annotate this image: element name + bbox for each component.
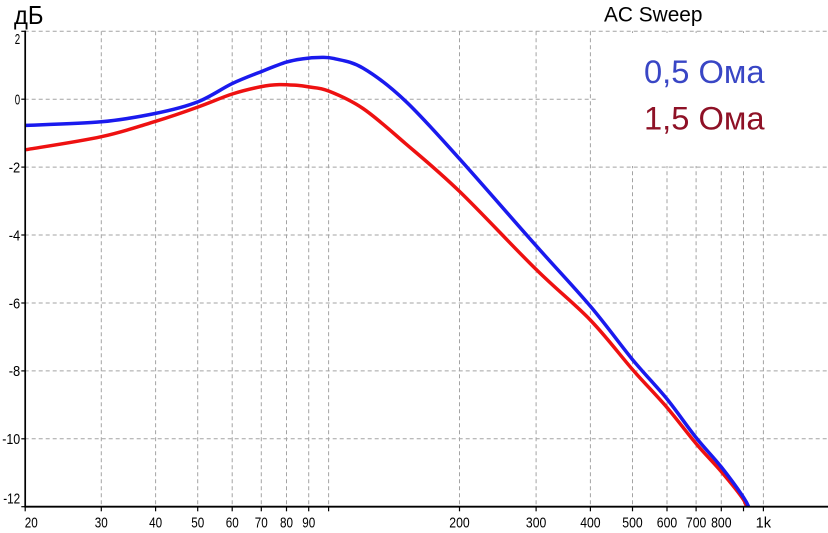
svg-text:1k: 1k bbox=[756, 515, 772, 532]
svg-text:200: 200 bbox=[449, 515, 469, 532]
svg-text:70: 70 bbox=[255, 515, 268, 532]
svg-text:700: 700 bbox=[686, 515, 706, 532]
svg-text:300: 300 bbox=[526, 515, 546, 532]
svg-text:-6: -6 bbox=[9, 295, 21, 312]
svg-text:400: 400 bbox=[580, 515, 600, 532]
svg-text:800: 800 bbox=[711, 515, 731, 532]
svg-text:1,5 Ома: 1,5 Ома bbox=[644, 100, 765, 136]
svg-text:20: 20 bbox=[25, 515, 38, 532]
svg-text:600: 600 bbox=[657, 515, 677, 532]
svg-text:0,5 Ома: 0,5 Ома bbox=[644, 54, 765, 90]
svg-text:-10: -10 bbox=[2, 431, 20, 448]
svg-text:-4: -4 bbox=[9, 227, 21, 244]
svg-text:80: 80 bbox=[280, 515, 293, 532]
svg-text:-8: -8 bbox=[9, 363, 21, 380]
svg-text:дБ: дБ bbox=[14, 0, 44, 30]
svg-text:30: 30 bbox=[95, 515, 108, 532]
svg-text:2: 2 bbox=[15, 31, 20, 48]
svg-text:40: 40 bbox=[149, 515, 162, 532]
svg-text:-12: -12 bbox=[3, 491, 20, 508]
svg-text:-2: -2 bbox=[9, 159, 21, 176]
svg-text:AC Sweep: AC Sweep bbox=[604, 4, 703, 27]
svg-text:0: 0 bbox=[15, 92, 20, 109]
svg-text:500: 500 bbox=[622, 515, 642, 532]
svg-text:60: 60 bbox=[226, 515, 239, 532]
svg-text:90: 90 bbox=[302, 515, 315, 532]
svg-text:50: 50 bbox=[191, 515, 204, 532]
